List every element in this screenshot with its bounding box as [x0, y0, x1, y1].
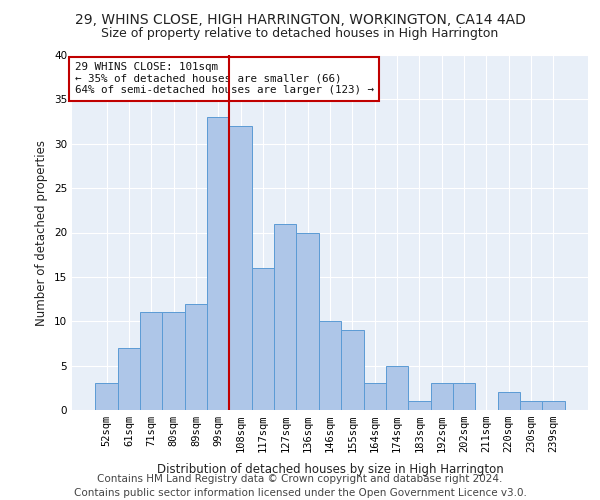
Bar: [520, 401, 542, 410]
Bar: [453, 384, 475, 410]
Bar: [542, 401, 565, 410]
Bar: [364, 384, 386, 410]
Bar: [207, 117, 229, 410]
Bar: [497, 392, 520, 410]
Bar: [341, 330, 364, 410]
Bar: [296, 232, 319, 410]
Text: Contains HM Land Registry data © Crown copyright and database right 2024.
Contai: Contains HM Land Registry data © Crown c…: [74, 474, 526, 498]
Bar: [140, 312, 163, 410]
Bar: [319, 322, 341, 410]
Bar: [386, 366, 408, 410]
Bar: [408, 401, 431, 410]
Text: 29, WHINS CLOSE, HIGH HARRINGTON, WORKINGTON, CA14 4AD: 29, WHINS CLOSE, HIGH HARRINGTON, WORKIN…: [74, 12, 526, 26]
Text: 29 WHINS CLOSE: 101sqm
← 35% of detached houses are smaller (66)
64% of semi-det: 29 WHINS CLOSE: 101sqm ← 35% of detached…: [74, 62, 374, 96]
Text: Size of property relative to detached houses in High Harrington: Size of property relative to detached ho…: [101, 28, 499, 40]
Y-axis label: Number of detached properties: Number of detached properties: [35, 140, 49, 326]
Bar: [185, 304, 207, 410]
Bar: [163, 312, 185, 410]
X-axis label: Distribution of detached houses by size in High Harrington: Distribution of detached houses by size …: [157, 464, 503, 476]
Bar: [95, 384, 118, 410]
Bar: [229, 126, 252, 410]
Bar: [431, 384, 453, 410]
Bar: [252, 268, 274, 410]
Bar: [118, 348, 140, 410]
Bar: [274, 224, 296, 410]
